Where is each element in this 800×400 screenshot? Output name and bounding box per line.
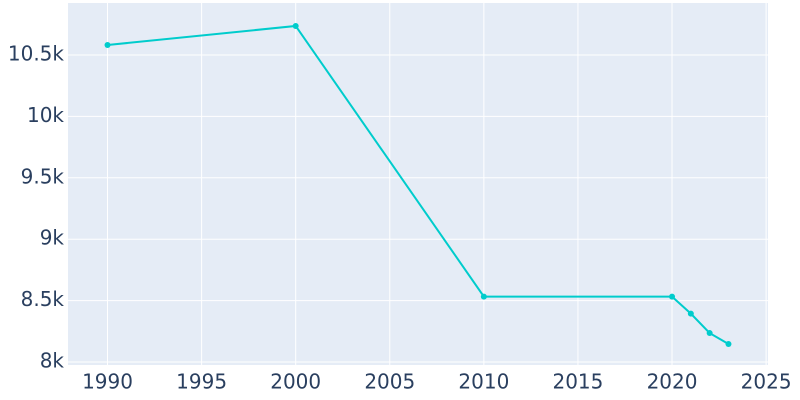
- point: [292, 22, 299, 29]
- point: [104, 42, 111, 49]
- point: [706, 330, 713, 337]
- x-tick-label: 2005: [364, 370, 415, 394]
- x-tick-label: 2010: [458, 370, 509, 394]
- x-tick-label: 2000: [270, 370, 321, 394]
- point: [669, 293, 676, 300]
- point: [725, 340, 732, 347]
- plot-area: [68, 3, 768, 365]
- x-tick-label: 2015: [552, 370, 603, 394]
- y-tick-label: 9k: [40, 226, 65, 250]
- y-tick-label: 8k: [40, 349, 65, 373]
- y-tick-label: 10.5k: [8, 41, 65, 65]
- y-tick-label: 10k: [27, 103, 64, 127]
- y-tick-label: 9.5k: [21, 164, 65, 188]
- point: [480, 293, 487, 300]
- point: [687, 310, 694, 317]
- x-tick-label: 1990: [82, 370, 133, 394]
- x-tick-label: 2020: [647, 370, 698, 394]
- y-tick-label: 8.5k: [21, 287, 65, 311]
- x-tick-label: 2025: [741, 370, 792, 394]
- x-tick-label: 1995: [176, 370, 227, 394]
